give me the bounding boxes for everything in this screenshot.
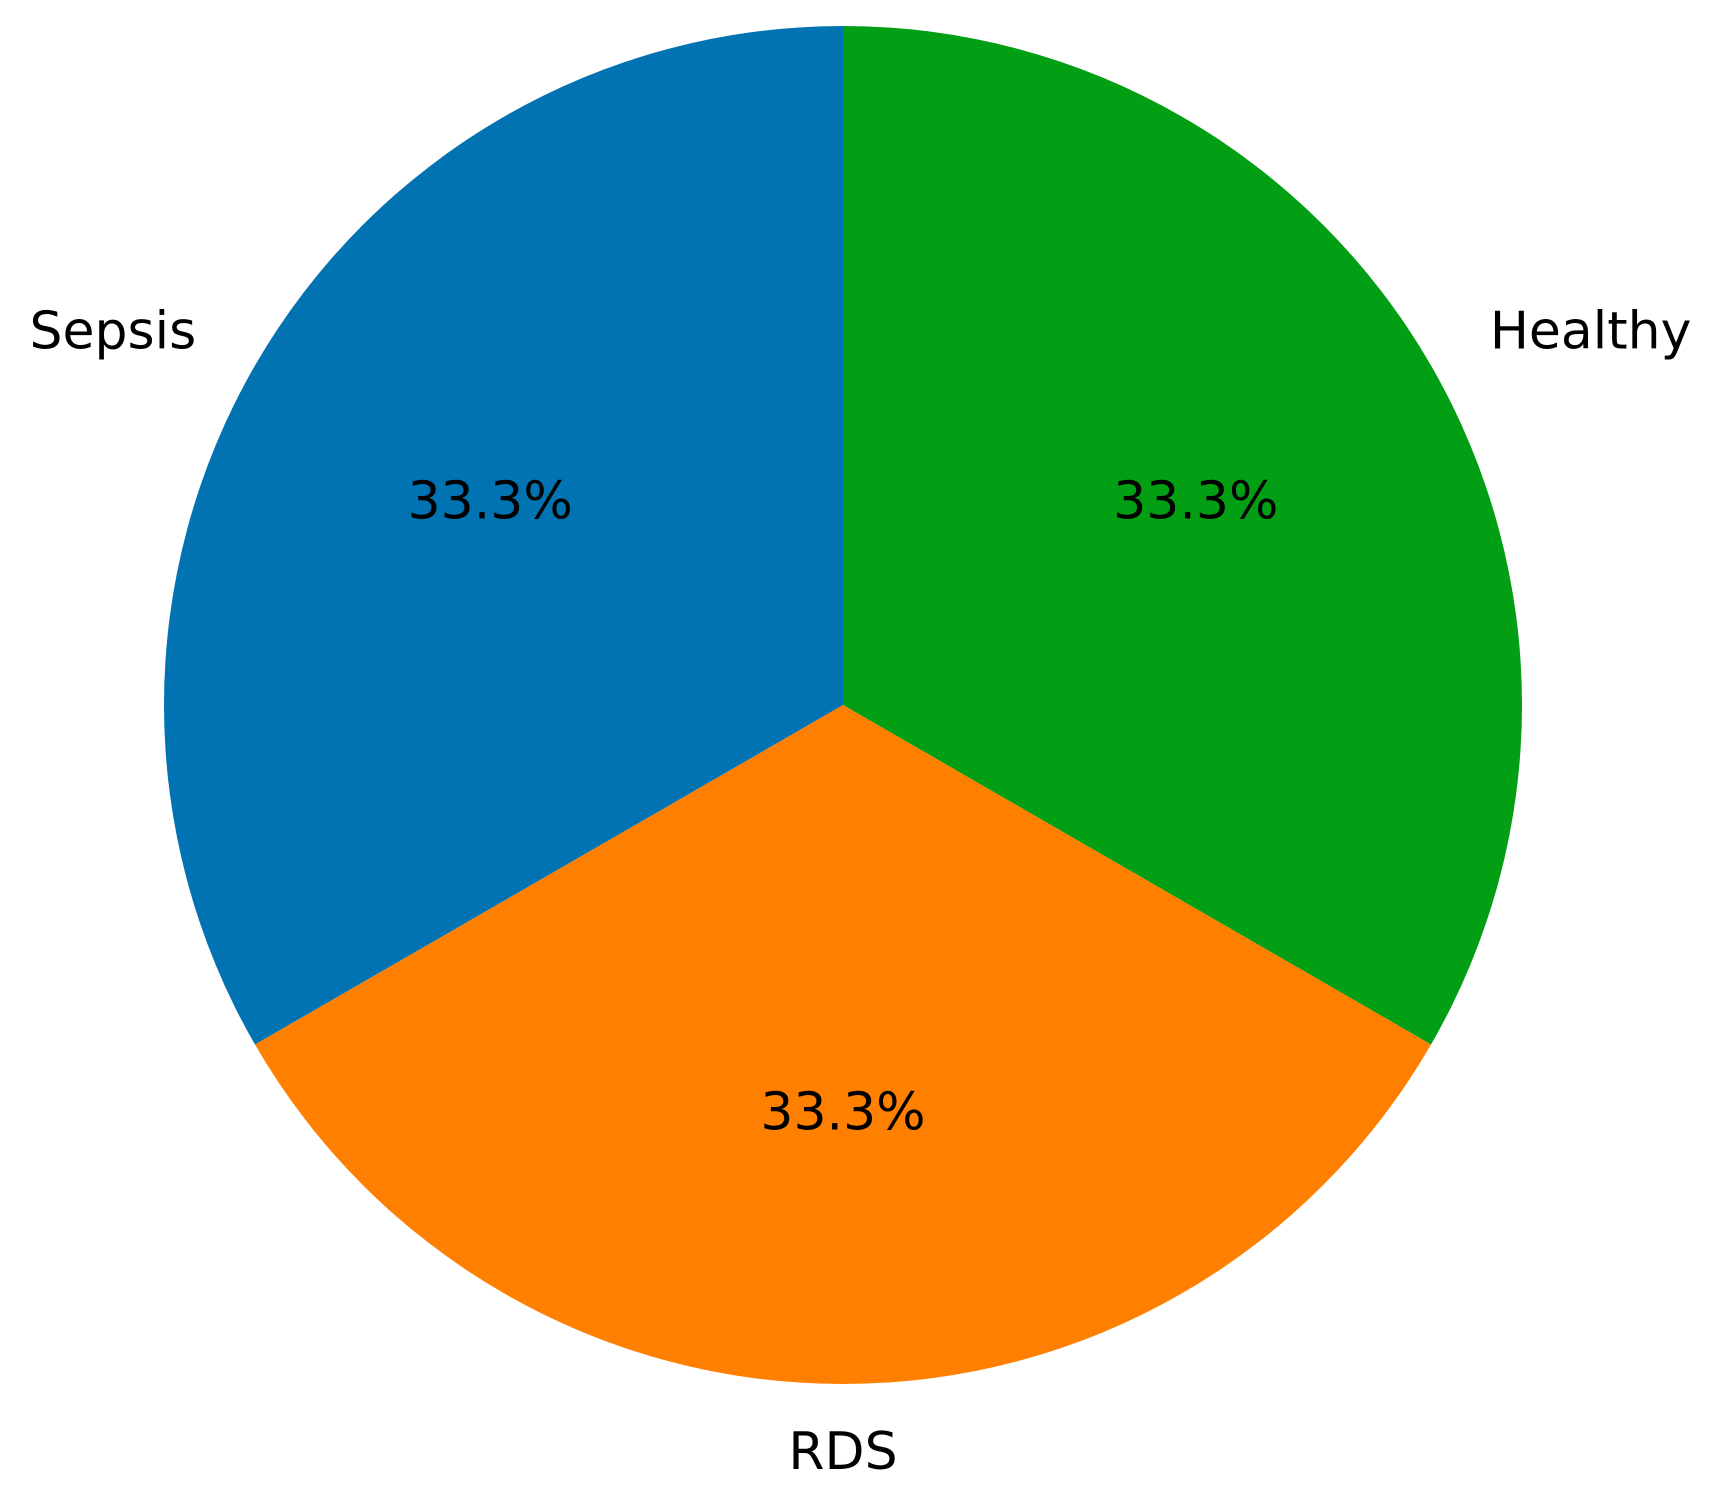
slice-healthy	[843, 26, 1522, 1045]
percent-label-healthy: 33.3%	[1113, 471, 1278, 531]
category-label-rds: RDS	[788, 1422, 897, 1482]
percent-labels: 33.3% 33.3% 33.3%	[408, 471, 1279, 1142]
category-label-healthy: Healthy	[1490, 302, 1692, 362]
percent-label-rds: 33.3%	[760, 1082, 925, 1142]
percent-label-sepsis: 33.3%	[408, 471, 573, 531]
pie-slices	[164, 26, 1522, 1384]
slice-sepsis	[164, 26, 843, 1045]
category-labels: Healthy RDS Sepsis	[30, 302, 1692, 1482]
category-label-sepsis: Sepsis	[30, 302, 197, 362]
